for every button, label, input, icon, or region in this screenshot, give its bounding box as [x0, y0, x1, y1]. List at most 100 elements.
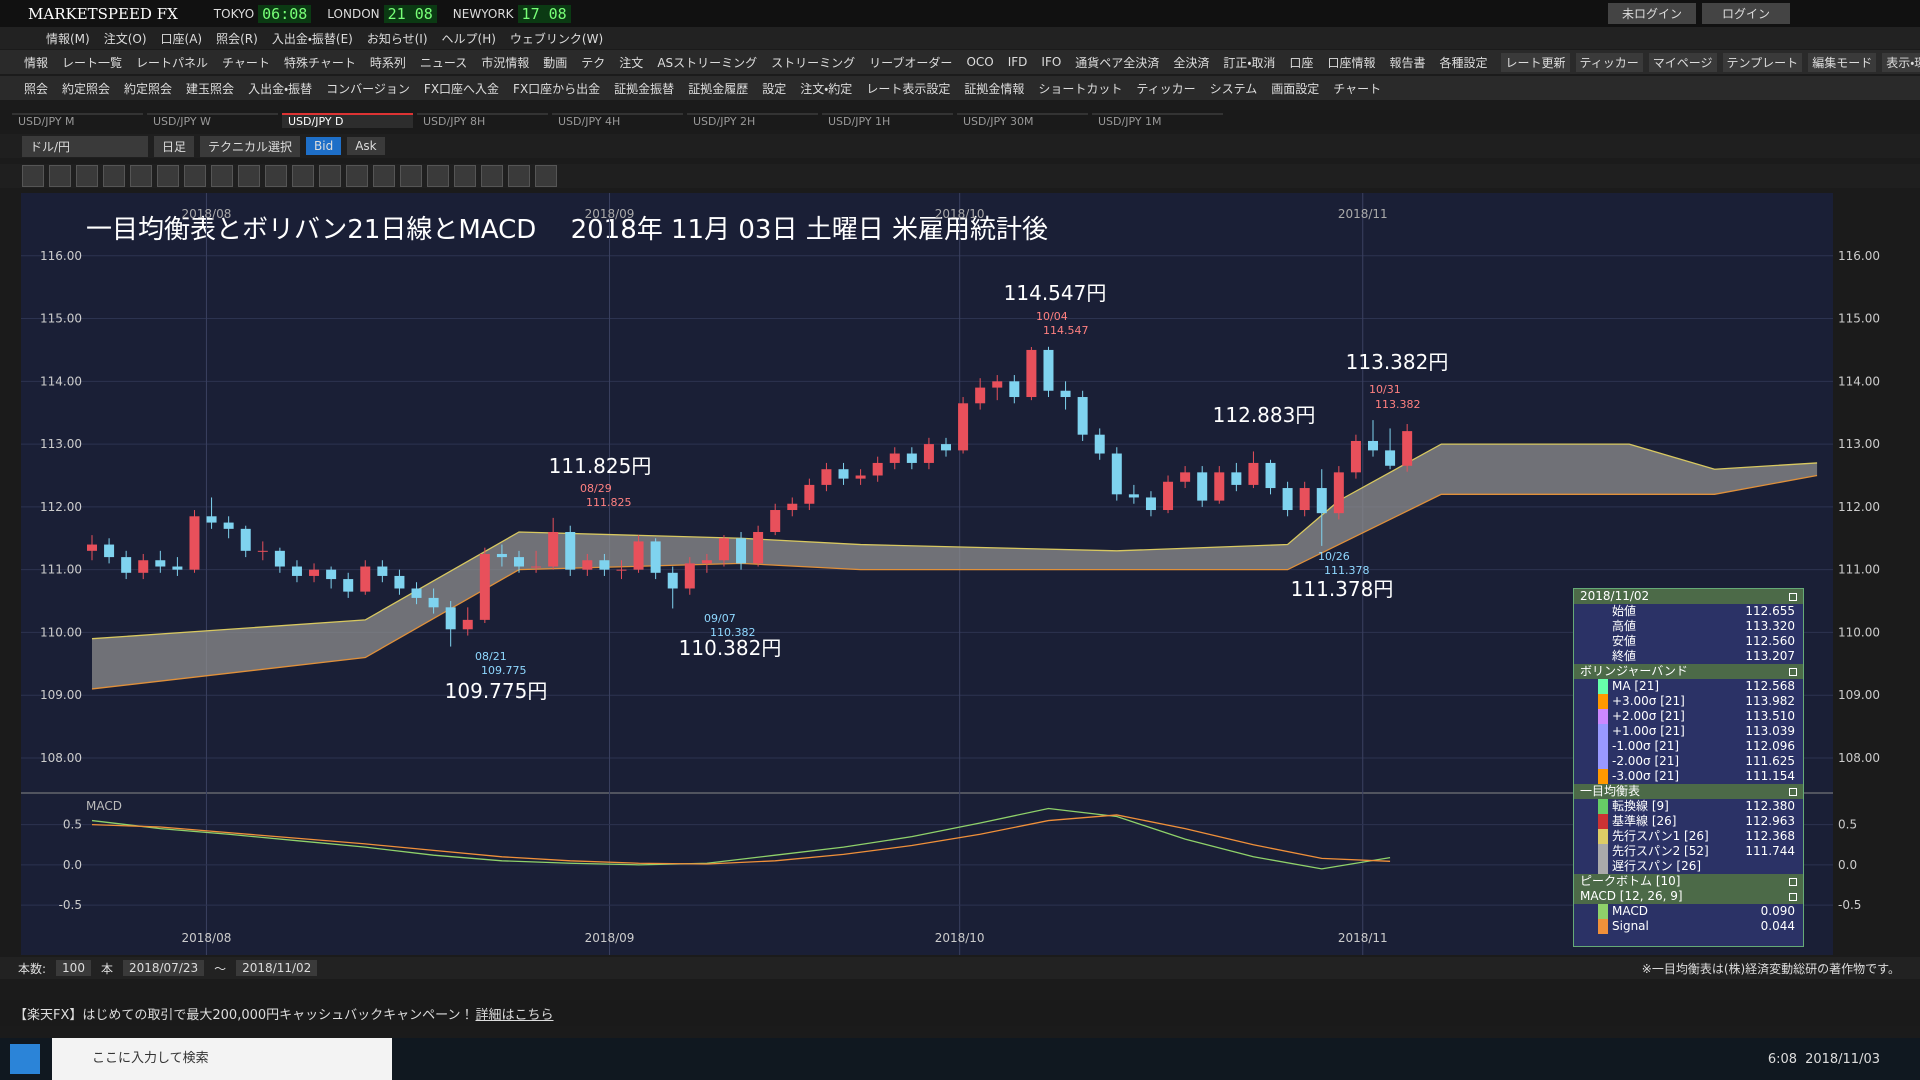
draw-tool[interactable]: [22, 165, 44, 187]
tool-button[interactable]: 約定照会: [62, 81, 111, 96]
tool-button[interactable]: 動画: [543, 55, 568, 70]
tool-button[interactable]: レートパネル: [136, 55, 209, 70]
draw-tool[interactable]: [265, 165, 287, 187]
close-icon[interactable]: [1789, 878, 1797, 886]
tool-button[interactable]: 報告書: [1389, 55, 1426, 70]
draw-tool[interactable]: [427, 165, 449, 187]
draw-tool[interactable]: [373, 165, 395, 187]
tool-button[interactable]: テンプレート: [1722, 52, 1803, 72]
tool-button[interactable]: FX口座から出金: [513, 81, 601, 96]
draw-tool[interactable]: [184, 165, 206, 187]
menu-item[interactable]: お知らせ(I): [366, 31, 428, 46]
draw-tool[interactable]: [157, 165, 179, 187]
tool-button[interactable]: 証拠金振替: [614, 81, 675, 96]
tool-button[interactable]: 表示・環境設定: [1882, 52, 1920, 72]
tab[interactable]: USD/JPY W: [147, 112, 278, 128]
tool-button[interactable]: 全決済: [1173, 55, 1210, 70]
tool-button[interactable]: レート更新: [1501, 52, 1570, 72]
tool-button[interactable]: 各種設定: [1439, 55, 1488, 70]
tool-button[interactable]: 設定: [762, 81, 787, 96]
tab[interactable]: USD/JPY 30M: [957, 112, 1088, 128]
chart-control[interactable]: ドル/円: [22, 135, 148, 157]
tool-button[interactable]: 編集モード: [1808, 52, 1877, 72]
close-icon[interactable]: [1789, 893, 1797, 901]
tab[interactable]: USD/JPY 1M: [1092, 112, 1223, 128]
draw-tool[interactable]: [535, 165, 557, 187]
close-icon[interactable]: [1789, 788, 1797, 796]
tool-button[interactable]: 通貨ペア全決済: [1075, 55, 1160, 70]
draw-tool[interactable]: [211, 165, 233, 187]
tab[interactable]: USD/JPY 8H: [417, 112, 548, 128]
draw-tool[interactable]: [238, 165, 260, 187]
tool-button[interactable]: 注文・約定: [800, 81, 853, 96]
tool-button[interactable]: 約定照会: [124, 81, 173, 96]
tab[interactable]: USD/JPY D: [282, 112, 413, 128]
menu-item[interactable]: ウェブリンク(W): [509, 31, 604, 46]
menu-item[interactable]: 情報(M): [46, 31, 90, 46]
menu-item[interactable]: 入出金・振替(E): [271, 31, 353, 46]
tab[interactable]: USD/JPY M: [12, 112, 143, 128]
tool-button[interactable]: テク: [581, 55, 606, 70]
close-icon[interactable]: [1789, 593, 1797, 601]
tab[interactable]: USD/JPY 1H: [822, 112, 953, 128]
tool-button[interactable]: 時系列: [369, 55, 406, 70]
tool-button[interactable]: OCO: [966, 55, 994, 69]
tool-button[interactable]: 注文: [619, 55, 644, 70]
draw-tool[interactable]: [508, 165, 530, 187]
start-button[interactable]: [10, 1044, 40, 1074]
menu-item[interactable]: 口座(A): [160, 31, 203, 46]
tool-button[interactable]: ティッカー: [1575, 52, 1643, 72]
tool-button[interactable]: チャート: [222, 55, 270, 70]
tool-button[interactable]: 画面設定: [1271, 81, 1320, 96]
draw-tool[interactable]: [292, 165, 314, 187]
tab[interactable]: USD/JPY 2H: [687, 112, 818, 128]
login-button[interactable]: ログイン: [1701, 3, 1790, 24]
tool-button[interactable]: コンバージョン: [326, 81, 410, 96]
tool-button[interactable]: 市況情報: [481, 55, 530, 70]
tool-button[interactable]: 入出金・振替: [248, 81, 313, 96]
tab[interactable]: USD/JPY 4H: [552, 112, 683, 128]
close-icon[interactable]: [1789, 668, 1797, 676]
tool-button[interactable]: ストリーミング: [771, 55, 856, 70]
tool-button[interactable]: ニュース: [419, 55, 468, 70]
chart-control[interactable]: Ask: [347, 137, 385, 155]
tool-button[interactable]: IFD: [1007, 55, 1028, 69]
tool-button[interactable]: FX口座へ入金: [423, 81, 500, 96]
chart-control[interactable]: テクニカル選択: [200, 135, 301, 157]
draw-tool[interactable]: [49, 165, 71, 187]
search-box[interactable]: ここに入力して検索: [52, 1038, 392, 1080]
tool-button[interactable]: 口座: [1289, 55, 1314, 70]
tool-button[interactable]: 特殊チャート: [283, 55, 356, 70]
draw-tool[interactable]: [454, 165, 476, 187]
tool-button[interactable]: 証拠金履歴: [688, 81, 749, 96]
tool-button[interactable]: ティッカー: [1136, 81, 1196, 96]
tool-button[interactable]: チャート: [1333, 81, 1382, 96]
draw-tool[interactable]: [319, 165, 341, 187]
draw-tool[interactable]: [481, 165, 503, 187]
tool-button[interactable]: IFO: [1041, 55, 1062, 69]
tool-button[interactable]: システム: [1209, 81, 1258, 96]
draw-tool[interactable]: [103, 165, 125, 187]
menu-item[interactable]: ヘルプ(H): [441, 31, 496, 46]
tool-button[interactable]: リーブオーダー: [869, 55, 953, 70]
chart-control[interactable]: 日足: [154, 135, 195, 157]
tool-button[interactable]: ASストリーミング: [657, 55, 758, 70]
draw-tool[interactable]: [346, 165, 368, 187]
draw-tool[interactable]: [76, 165, 98, 187]
draw-tool[interactable]: [400, 165, 422, 187]
draw-tool[interactable]: [130, 165, 152, 187]
tool-button[interactable]: 訂正・取消: [1223, 55, 1276, 70]
tool-button[interactable]: 建玉照会: [186, 81, 235, 96]
banner-link[interactable]: 詳細はこちら: [475, 1007, 554, 1023]
tool-button[interactable]: マイページ: [1648, 52, 1717, 72]
chart-control[interactable]: Bid: [306, 137, 342, 155]
tool-button[interactable]: 口座情報: [1327, 55, 1376, 70]
tool-button[interactable]: レート表示設定: [866, 81, 951, 96]
tool-button[interactable]: 証拠金情報: [964, 81, 1025, 96]
menu-item[interactable]: 照会(R): [216, 31, 258, 46]
tool-button[interactable]: ショートカット: [1038, 81, 1123, 96]
tool-button[interactable]: 情報: [24, 55, 49, 70]
tool-button[interactable]: レート一覧: [62, 55, 123, 70]
menu-item[interactable]: 注文(O): [103, 31, 147, 46]
tool-button[interactable]: 照会: [24, 81, 49, 96]
